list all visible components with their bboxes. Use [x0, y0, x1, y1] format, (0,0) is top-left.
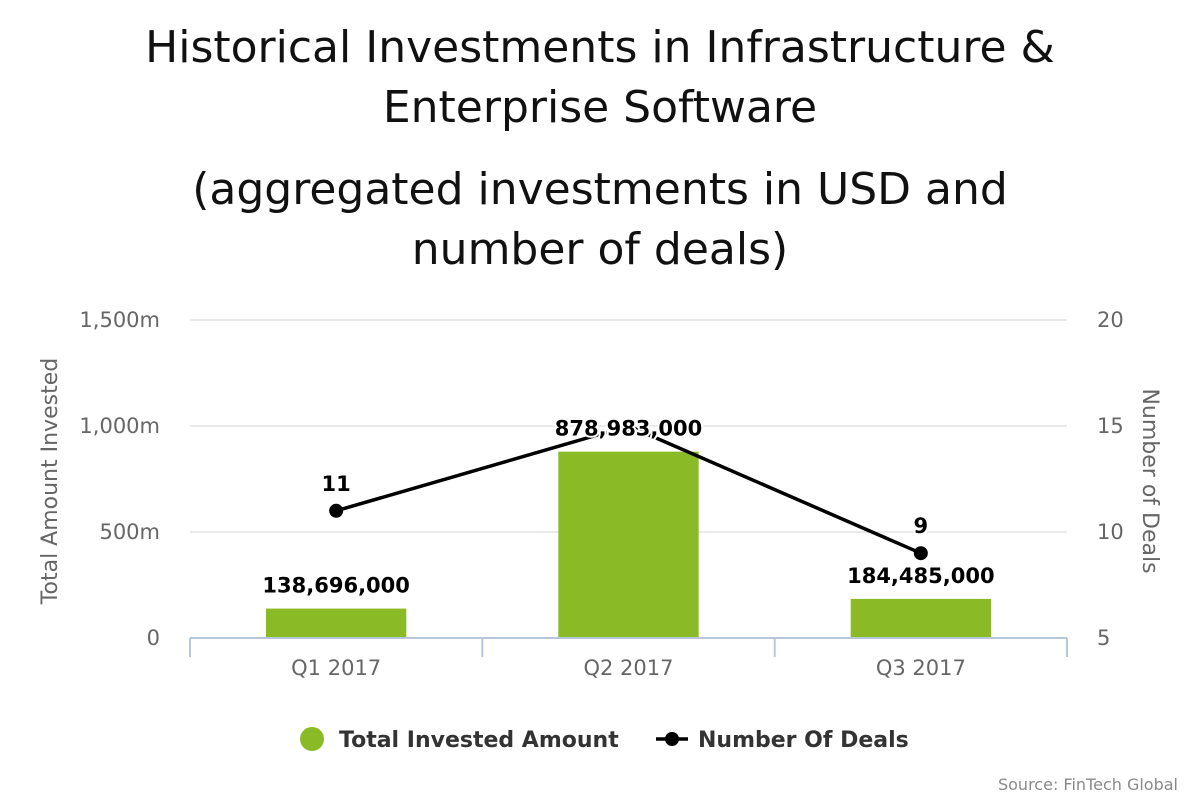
data-label: 9: [914, 514, 929, 538]
x-axis: Q1 2017 Q2 2017 Q3 2017: [189, 637, 1068, 680]
right-axis-ticks: 5 10 15 20: [1097, 308, 1124, 650]
data-label: 11: [322, 472, 351, 496]
x-tick-label: Q1 2017: [291, 656, 381, 680]
deals-point: [913, 546, 928, 561]
left-tick-label: 0: [147, 626, 160, 650]
bar: [558, 451, 699, 638]
source-credit: Source: FinTech Global: [997, 775, 1178, 794]
right-tick-label: 20: [1097, 308, 1124, 332]
chart-subtitle: (aggregated investments in USD and number…: [0, 160, 1200, 280]
data-label: 138,696,000: [262, 574, 409, 598]
title-line-2: Enterprise Software: [382, 82, 818, 133]
left-tick-label: 1,000m: [79, 414, 160, 438]
x-tick-label: Q3 2017: [876, 656, 966, 680]
legend-line-label: Number Of Deals: [698, 728, 909, 753]
bar-series: [266, 451, 991, 638]
data-label: 878,983,000: [555, 417, 702, 441]
title-line-1: Historical Investments in Infrastructure…: [145, 22, 1055, 73]
right-axis-title: Number of Deals: [1137, 388, 1162, 573]
right-tick-label: 15: [1097, 414, 1124, 438]
deals-point: [329, 503, 344, 518]
right-tick-label: 10: [1097, 520, 1124, 544]
left-axis-ticks: 0 500m 1,000m 1,500m: [79, 308, 160, 650]
left-tick-label: 1,500m: [79, 308, 160, 332]
line-series: [329, 419, 928, 561]
right-tick-label: 5: [1097, 626, 1110, 650]
chart-title: Historical Investments in Infrastructure…: [0, 18, 1200, 138]
data-labels: 138,696,000 878,983,000 184,485,000 11 9: [260, 415, 996, 600]
bar: [850, 598, 991, 638]
axis-titles: Total Amount Invested Number of Deals: [38, 358, 1162, 605]
title-line-1: (aggregated investments in USD and: [192, 164, 1008, 215]
left-tick-label: 500m: [99, 520, 160, 544]
legend-line-marker: [665, 732, 679, 746]
bar: [266, 608, 407, 638]
data-label: 184,485,000: [847, 564, 994, 588]
legend-bar-label: Total Invested Amount: [339, 728, 619, 753]
legend-bar-swatch: [300, 727, 324, 751]
title-line-2: number of deals): [411, 224, 789, 275]
left-axis-title: Total Amount Invested: [38, 358, 63, 605]
x-tick-label: Q2 2017: [583, 656, 673, 680]
legend[interactable]: Total Invested Amount Number Of Deals: [300, 727, 909, 753]
deals-point: [621, 419, 636, 433]
